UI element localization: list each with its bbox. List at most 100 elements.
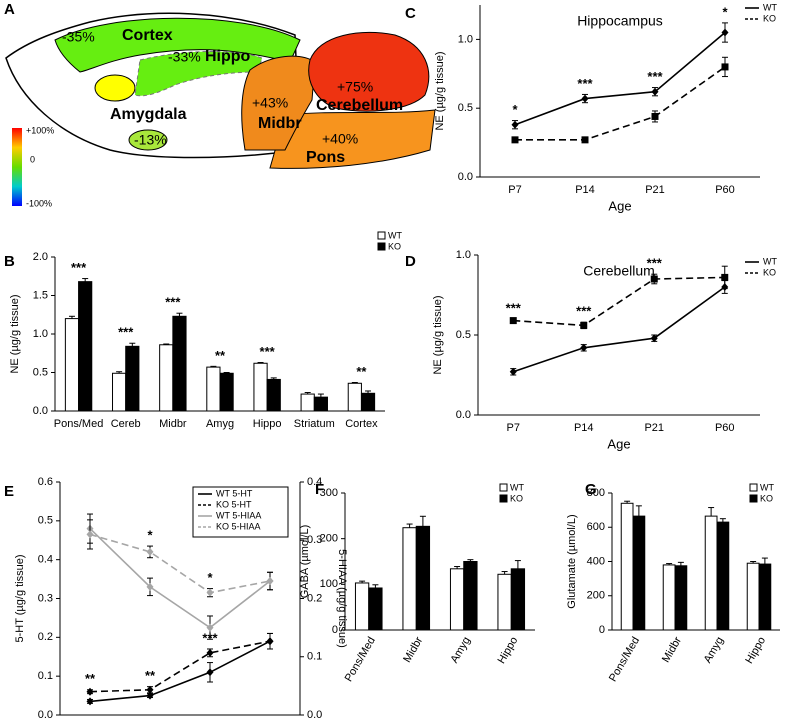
legend-box [192, 486, 289, 538]
significance: * [147, 528, 153, 543]
y-tick-label: 0 [332, 624, 338, 636]
bar [674, 565, 688, 631]
significance: *** [647, 69, 663, 84]
marker [721, 273, 729, 281]
x-axis-title: Age [608, 198, 631, 213]
bar [266, 378, 281, 412]
bar [64, 318, 80, 412]
bar [313, 396, 328, 412]
y-tick-label: 0.5 [33, 366, 48, 378]
line [512, 286, 726, 373]
pons-region [269, 109, 436, 169]
region-change: -33% [168, 49, 201, 65]
y2-tick-label: 0.0 [307, 709, 322, 721]
chart-title: Hippocampus [577, 13, 663, 29]
y-tick-label: 0.0 [456, 409, 471, 421]
legend-label: KO [510, 493, 523, 503]
cerebellum-region [308, 31, 430, 112]
y-tick-label: 0.3 [38, 592, 53, 604]
x-tick-label: Pons/Med [607, 635, 642, 684]
y-tick-label: 200 [587, 590, 605, 602]
significance: *** [118, 325, 134, 340]
marker [206, 623, 214, 632]
y-tick-label: 0.6 [38, 476, 53, 488]
significance: *** [577, 76, 593, 91]
y-tick-label: 0.5 [38, 515, 53, 527]
x-tick-label: Midbr [159, 418, 187, 430]
legend-label: WT [760, 482, 774, 492]
line [513, 276, 725, 327]
marker [86, 687, 94, 696]
panel-letter: G [585, 481, 597, 498]
y-axis-title: NE (µg/g tissue) [434, 51, 446, 130]
legend-label: WT 5-HIAA [216, 510, 261, 520]
bar [449, 568, 465, 631]
x-tick-label: P21 [645, 184, 665, 196]
marker [511, 136, 519, 144]
significance: *** [647, 256, 663, 271]
y-tick-label: 0.0 [33, 405, 48, 417]
significance: *** [165, 295, 181, 310]
marker [651, 87, 659, 96]
bar [78, 281, 93, 412]
bar [360, 392, 376, 412]
yellow-region [94, 74, 136, 102]
x-tick-label: P7 [508, 184, 521, 196]
marker [650, 334, 658, 343]
y-tick-label: 0.4 [38, 554, 53, 566]
bar [159, 344, 174, 412]
x-tick-label: Hippo [496, 635, 521, 666]
significance: * [512, 102, 518, 117]
hippo-region [134, 51, 263, 97]
bar [354, 582, 370, 631]
y-tick-label: 1.0 [458, 33, 473, 45]
marker [146, 685, 154, 694]
y-tick-label: 400 [587, 555, 605, 567]
panel-letter: E [4, 483, 14, 500]
y-tick-label: 0.0 [458, 171, 473, 183]
legend-label: KO 5-HIAA [216, 521, 261, 531]
y-tick-label: 0.0 [38, 709, 53, 721]
x-axis-title: Age [607, 436, 630, 451]
marker [511, 120, 519, 129]
marker [86, 697, 94, 706]
midbrain-region [241, 55, 316, 151]
x-tick-label: Midbr [401, 635, 425, 665]
y-axis-title: 5-HT (µg/g tissue) [14, 554, 26, 642]
colorbar [12, 128, 22, 206]
line [89, 640, 271, 703]
bar [746, 562, 760, 631]
significance: ** [215, 348, 226, 363]
x-tick-label: Hippo [253, 418, 282, 430]
x-tick-label: P60 [715, 184, 735, 196]
legend-label: WT [763, 256, 777, 266]
x-tick-label: Midbr [660, 635, 684, 665]
legend-swatch [377, 231, 386, 240]
significance: ** [145, 668, 156, 683]
bar [704, 515, 718, 631]
significance: *** [576, 304, 592, 319]
x-tick-label: Amyg [448, 635, 472, 665]
panel-letter: D [405, 253, 416, 270]
bar [632, 515, 646, 631]
region-change: +43% [252, 95, 288, 111]
legend-label: WT 5-HT [216, 488, 253, 498]
y-axis-title: NE (µg/g tissue) [9, 294, 21, 373]
marker [266, 577, 274, 586]
brain-diagram: A -35% Cortex -33% Hippo -13% Amygdala +… [4, 1, 436, 208]
y-tick-label: 0.2 [38, 631, 53, 643]
y-tick-label: 200 [320, 533, 338, 545]
bar [125, 345, 140, 412]
legend-swatch [749, 483, 758, 492]
legend-label: KO [763, 13, 776, 23]
significance: * [722, 4, 728, 19]
x-tick-label: Hippo [743, 635, 768, 666]
bar [172, 315, 187, 412]
region-change: -35% [62, 29, 95, 45]
bar [300, 393, 315, 412]
marker [206, 588, 214, 597]
marker [721, 63, 729, 71]
y2-tick-label: 0.3 [307, 534, 322, 546]
legend-swatch [377, 242, 386, 251]
x-tick-label: P60 [715, 422, 735, 434]
